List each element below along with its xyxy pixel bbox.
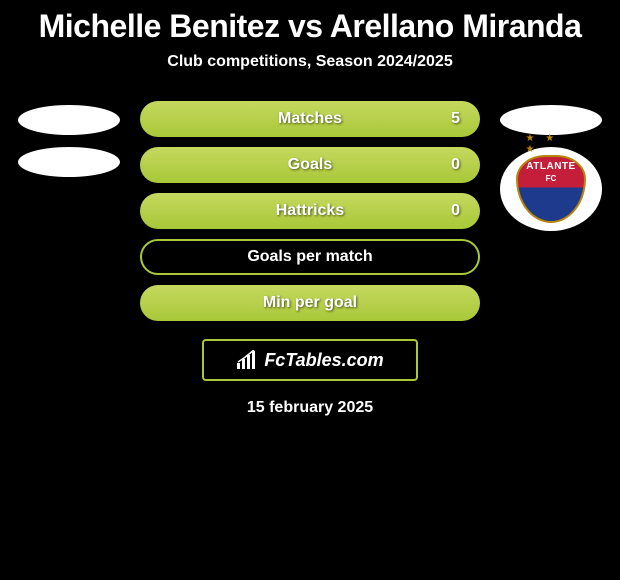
stat-label-mpg: Min per goal xyxy=(263,294,357,312)
stat-label-goals: Goals xyxy=(288,156,332,174)
club-shield: ATLANTE FC xyxy=(516,155,586,223)
player-badge-left-2 xyxy=(18,147,120,177)
stat-label-hattricks: Hattricks xyxy=(276,202,344,220)
brand-box[interactable]: FcTables.com xyxy=(202,339,418,381)
stats-area: Matches 5 Goals 0 Hattricks 0 Goals per … xyxy=(0,101,620,321)
stats-bars: Matches 5 Goals 0 Hattricks 0 Goals per … xyxy=(140,101,480,321)
chart-icon xyxy=(236,350,260,370)
stat-label-matches: Matches xyxy=(278,110,342,128)
stat-value-matches: 5 xyxy=(451,110,460,128)
stat-value-goals: 0 xyxy=(451,156,460,174)
club-stars-icon: ★ ★ ★ xyxy=(526,133,577,155)
club-badge: ★ ★ ★ ATLANTE FC xyxy=(500,147,602,231)
brand-name: FcTables.com xyxy=(264,350,383,371)
player-badge-right-1 xyxy=(500,105,602,135)
stat-row-hattricks: Hattricks 0 xyxy=(140,193,480,229)
stat-row-goals: Goals 0 xyxy=(140,147,480,183)
footer-date: 15 february 2025 xyxy=(247,399,373,417)
page-subtitle: Club competitions, Season 2024/2025 xyxy=(167,53,452,71)
right-badges-column: ★ ★ ★ ATLANTE FC xyxy=(500,101,602,231)
stat-label-gpm: Goals per match xyxy=(247,248,372,266)
left-badges-column xyxy=(18,101,120,177)
main-container: Michelle Benitez vs Arellano Miranda Clu… xyxy=(0,0,620,425)
page-title: Michelle Benitez vs Arellano Miranda xyxy=(39,8,582,45)
club-suffix: FC xyxy=(546,174,557,183)
stat-row-gpm: Goals per match xyxy=(140,239,480,275)
club-name: ATLANTE xyxy=(526,161,575,172)
player-badge-left-1 xyxy=(18,105,120,135)
stat-row-mpg: Min per goal xyxy=(140,285,480,321)
stat-value-hattricks: 0 xyxy=(451,202,460,220)
stat-row-matches: Matches 5 xyxy=(140,101,480,137)
